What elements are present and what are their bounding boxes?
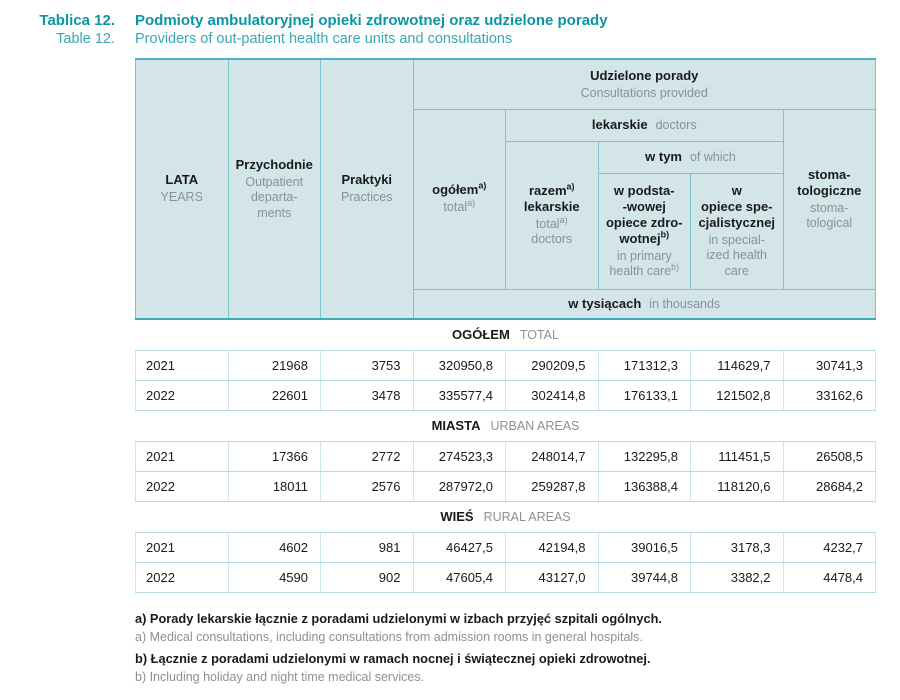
value-cell: 902 <box>320 562 414 593</box>
col-header-dental: stoma- tologiczne stoma- tological <box>782 108 876 290</box>
table-row: 2021 17366 2772 274523,3 248014,7 132295… <box>135 441 876 472</box>
value-cell: 121502,8 <box>690 380 784 411</box>
table-title-block: Tablica 12. Table 12. Podmioty ambulator… <box>30 12 608 48</box>
value-cell: 287972,0 <box>412 471 506 502</box>
year-cell: 2022 <box>135 562 229 593</box>
col-header-years: LATA YEARS <box>135 58 229 320</box>
value-cell: 248014,7 <box>505 441 599 472</box>
table-number-pl: Tablica 12. <box>39 12 115 29</box>
value-cell: 43127,0 <box>505 562 599 593</box>
value-cell: 274523,3 <box>412 441 506 472</box>
value-cell: 114629,7 <box>690 350 784 381</box>
value-cell: 320950,8 <box>412 350 506 381</box>
footnote-a-pl: a) Porady lekarskie łącznie z poradami u… <box>135 611 662 626</box>
value-cell: 981 <box>320 532 414 563</box>
unit-row: w tysiącach in thousands <box>412 288 876 320</box>
footnote-b-pl: b) Łącznie z poradami udzielonymi w rama… <box>135 651 651 666</box>
value-cell: 21968 <box>227 350 321 381</box>
table-row: 2021 21968 3753 320950,8 290209,5 171312… <box>135 350 876 381</box>
table-row: 2022 22601 3478 335577,4 302414,8 176133… <box>135 380 876 411</box>
value-cell: 3382,2 <box>690 562 784 593</box>
table-header: LATA YEARS Przychodnie Outpatient depart… <box>135 58 876 320</box>
value-cell: 39016,5 <box>597 532 691 563</box>
value-cell: 259287,8 <box>505 471 599 502</box>
value-cell: 22601 <box>227 380 321 411</box>
page-title: Podmioty ambulatoryjnej opieki zdrowotne… <box>135 12 608 48</box>
value-cell: 118120,6 <box>690 471 784 502</box>
value-cell: 335577,4 <box>412 380 506 411</box>
data-table: LATA YEARS Przychodnie Outpatient depart… <box>135 58 876 593</box>
value-cell: 290209,5 <box>505 350 599 381</box>
col-header-primary-health-care: w podsta- -wowej opiece zdro- wotnejb) i… <box>597 172 691 290</box>
col-header-total-doctors: razema) lekarskie totala) doctors <box>505 140 599 290</box>
value-cell: 17366 <box>227 441 321 472</box>
footnote-b-en: b) Including holiday and night time medi… <box>135 670 425 684</box>
section-label-urban: MIASTA URBAN AREAS <box>135 410 876 442</box>
value-cell: 3178,3 <box>690 532 784 563</box>
col-header-practices: Praktyki Practices <box>320 58 414 320</box>
table-number: Tablica 12. Table 12. <box>30 12 115 48</box>
group-header-of-which: w tym of which <box>597 140 784 174</box>
col-header-total: ogółema) totala) <box>412 108 506 290</box>
value-cell: 136388,4 <box>597 471 691 502</box>
value-cell: 176133,1 <box>597 380 691 411</box>
table-row: 2021 4602 981 46427,5 42194,8 39016,5 31… <box>135 532 876 563</box>
table-body: OGÓŁEM TOTAL 2021 21968 3753 320950,8 290… <box>135 319 876 593</box>
group-header-doctors: lekarskie doctors <box>505 108 784 142</box>
value-cell: 42194,8 <box>505 532 599 563</box>
col-header-outpatient-departments: Przychodnie Outpatient departa- ments <box>227 58 321 320</box>
value-cell: 4478,4 <box>782 562 876 593</box>
footnote-a-en: a) Medical consultations, including cons… <box>135 630 643 644</box>
year-cell: 2021 <box>135 441 229 472</box>
value-cell: 30741,3 <box>782 350 876 381</box>
value-cell: 4590 <box>227 562 321 593</box>
value-cell: 2576 <box>320 471 414 502</box>
value-cell: 47605,4 <box>412 562 506 593</box>
value-cell: 26508,5 <box>782 441 876 472</box>
value-cell: 4602 <box>227 532 321 563</box>
value-cell: 302414,8 <box>505 380 599 411</box>
year-cell: 2021 <box>135 532 229 563</box>
value-cell: 28684,2 <box>782 471 876 502</box>
value-cell: 171312,3 <box>597 350 691 381</box>
table-row: 2022 4590 902 47605,4 43127,0 39744,8 33… <box>135 562 876 593</box>
value-cell: 33162,6 <box>782 380 876 411</box>
section-label-total: OGÓŁEM TOTAL <box>135 319 876 351</box>
year-cell: 2022 <box>135 380 229 411</box>
value-cell: 4232,7 <box>782 532 876 563</box>
value-cell: 2772 <box>320 441 414 472</box>
value-cell: 3753 <box>320 350 414 381</box>
year-cell: 2021 <box>135 350 229 381</box>
footnotes: a) Porady lekarskie łącznie z poradami u… <box>135 610 875 686</box>
page-title-pl: Podmioty ambulatoryjnej opieki zdrowotne… <box>135 12 608 29</box>
value-cell: 46427,5 <box>412 532 506 563</box>
table-number-en: Table 12. <box>56 31 115 47</box>
value-cell: 3478 <box>320 380 414 411</box>
value-cell: 111451,5 <box>690 441 784 472</box>
group-header-consultations: Udzielone porady Consultations provided <box>412 58 876 110</box>
value-cell: 18011 <box>227 471 321 502</box>
value-cell: 39744,8 <box>597 562 691 593</box>
table-row: 2022 18011 2576 287972,0 259287,8 136388… <box>135 471 876 502</box>
col-header-specialized-health-care: w opiece spe- cjalistycznej in special- … <box>690 172 784 290</box>
value-cell: 132295,8 <box>597 441 691 472</box>
page-title-en: Providers of out-patient health care uni… <box>135 31 513 47</box>
section-label-rural: WIEŚ RURAL AREAS <box>135 501 876 533</box>
statistics-table: LATA YEARS Przychodnie Outpatient depart… <box>135 58 876 593</box>
year-cell: 2022 <box>135 471 229 502</box>
